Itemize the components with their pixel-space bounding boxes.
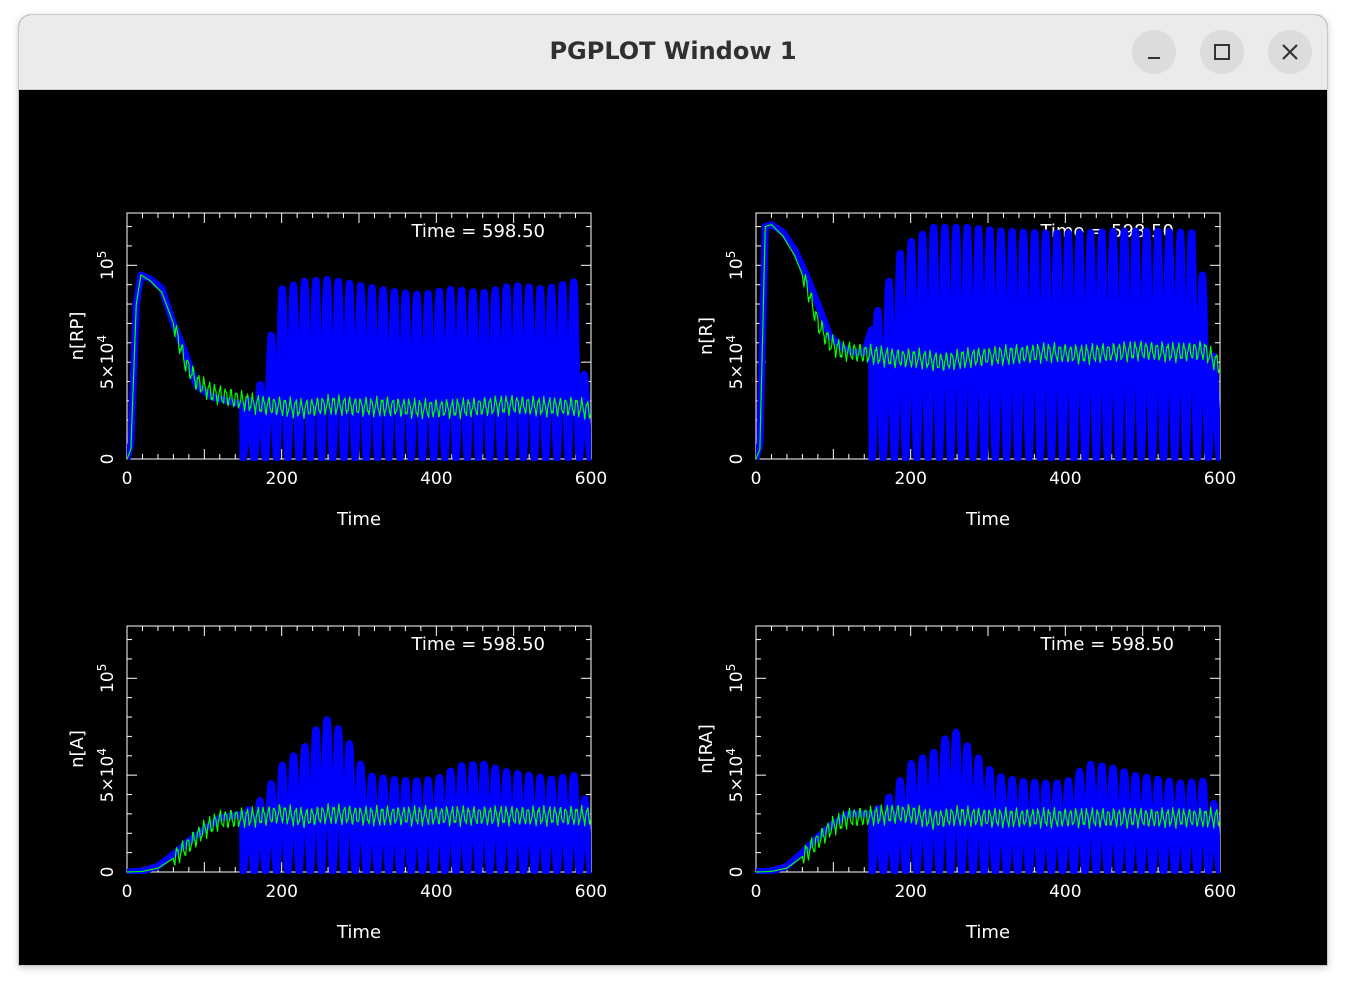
blue-series-line [127,716,591,874]
panel-1: 0 200 400 600 0 5×104 105 Time n[RP] Time = 598.5… [67,212,607,530]
x-axis-label: Time [336,922,381,943]
blue-series-line [756,728,1220,874]
panel-4: 0 200 400 600 0 5×104 105 Time n[RA] Time = 598.5… [696,625,1236,943]
y-axis-label: n[A] [67,730,88,768]
x-tick-label: 200 [265,469,297,489]
title-bar[interactable]: PGPLOT Window 1 [19,15,1327,90]
close-button[interactable] [1268,30,1312,74]
y-tick-label: 0 [727,454,747,465]
green-series-line [127,802,591,873]
x-tick-label: 400 [1049,882,1081,902]
y-tick-label: 0 [98,867,118,878]
y-tick-label: 105 [724,664,747,693]
x-tick-label: 200 [894,469,926,489]
maximize-icon [1214,44,1230,60]
green-series-line [756,224,1220,460]
time-annotation: Time = 598.50 [1039,221,1174,242]
y-tick-label: 5×104 [95,748,118,802]
x-axis-label: Time [965,509,1010,530]
green-series-line [127,274,591,460]
y-axis-label: n[RP] [67,312,88,361]
time-annotation: Time = 598.50 [410,221,545,242]
x-tick-label: 0 [122,469,133,489]
x-tick-label: 600 [575,882,607,902]
y-axis-label: n[R] [696,317,717,355]
x-tick-label: 600 [1204,882,1236,902]
y-tick-label: 5×104 [724,748,747,802]
x-tick-label: 200 [265,882,297,902]
window-title: PGPLOT Window 1 [549,37,797,65]
panel-3: 0 200 400 600 0 5×104 105 Time n[A] Time = 598.50 [67,625,607,943]
x-tick-label: 0 [751,469,762,489]
time-annotation: Time = 598.50 [410,634,545,655]
x-tick-label: 0 [751,882,762,902]
y-axis-label: n[RA] [696,724,717,774]
y-tick-label: 5×104 [95,335,118,389]
x-tick-label: 600 [1204,469,1236,489]
x-tick-label: 0 [122,882,133,902]
x-tick-label: 400 [420,469,452,489]
blue-series-line [127,271,591,461]
time-annotation: Time = 598.50 [1039,634,1174,655]
green-series-line [756,803,1220,873]
x-tick-label: 600 [575,469,607,489]
x-axis-label: Time [965,922,1010,943]
plots-svg: 0 200 400 600 0 5×104 105 Time n[RP] Time = 598.5… [67,212,1236,943]
x-tick-label: 200 [894,882,926,902]
minimize-icon [1148,57,1160,59]
x-tick-label: 400 [420,882,452,902]
panel-2: 0 200 400 600 0 5×104 105 Time n[R] Time = 598.50 [696,212,1236,530]
x-tick-label: 400 [1049,469,1081,489]
close-icon [1282,44,1298,60]
y-tick-label: 0 [727,867,747,878]
pgplot-window: PGPLOT Window 1 0 200 400 600 0 5×104 105 Time n… [19,15,1327,965]
y-tick-label: 0 [98,454,118,465]
x-axis-label: Time [336,509,381,530]
y-tick-label: 105 [95,251,118,280]
plot-area: 0 200 400 600 0 5×104 105 Time n[RP] Time = 598.5… [19,90,1327,965]
y-tick-label: 105 [95,664,118,693]
y-tick-label: 105 [724,251,747,280]
maximize-button[interactable] [1200,30,1244,74]
minimize-button[interactable] [1132,30,1176,74]
y-tick-label: 5×104 [724,335,747,389]
